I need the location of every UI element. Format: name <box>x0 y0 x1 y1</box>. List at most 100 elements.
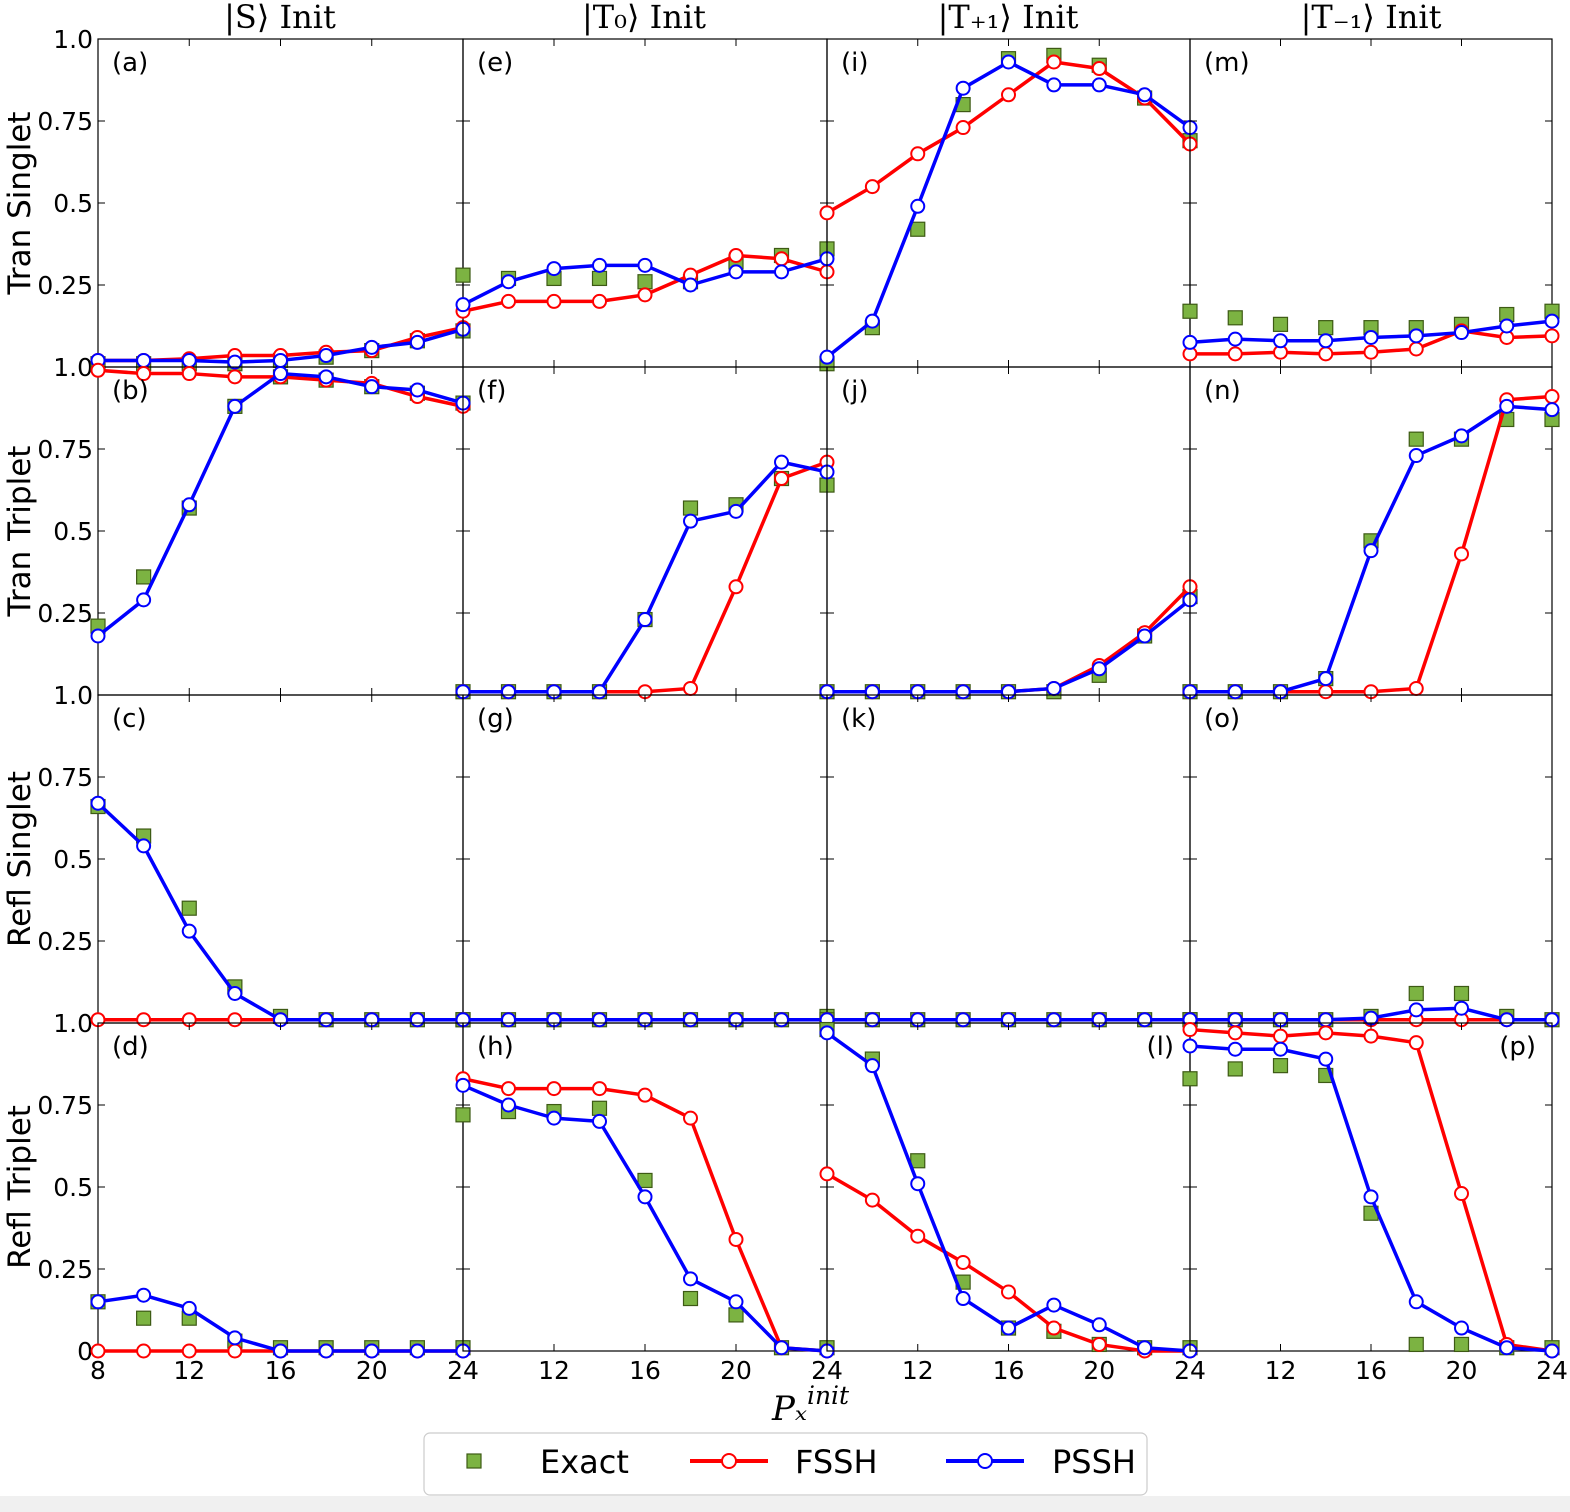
pssh-point <box>1091 77 1107 93</box>
panel-p: 12 16 20 24 (p) <box>1182 1022 1568 1385</box>
panel-label: (a) <box>112 48 148 78</box>
panel-j: (j) <box>819 366 1198 700</box>
exact-point <box>181 900 197 916</box>
x-tick-label: 20 <box>356 1356 388 1385</box>
pssh-point <box>181 1300 197 1316</box>
panel-f: (f) <box>455 366 835 700</box>
plot-area <box>1182 389 1560 700</box>
pssh-point <box>1227 1012 1243 1028</box>
plot-area <box>1182 1022 1560 1359</box>
pssh-point <box>728 1294 744 1310</box>
fssh-point <box>1001 1284 1016 1300</box>
panel-label: (c) <box>112 704 147 734</box>
pssh-point <box>955 1012 971 1028</box>
fssh-point <box>955 1254 971 1270</box>
fssh-point <box>1046 54 1062 70</box>
x-tick-label: 24 <box>1174 1356 1206 1385</box>
pssh-point <box>1318 671 1334 687</box>
x-tick-label: 16 <box>1355 1356 1387 1385</box>
fssh-point <box>864 179 880 195</box>
legend-fssh-label: FSSH <box>795 1443 878 1481</box>
pssh-point <box>1544 313 1560 329</box>
pssh-point <box>409 1343 425 1359</box>
panel-h: 12 16 20 24 (h) <box>455 1022 843 1385</box>
pssh-line <box>462 1083 828 1353</box>
exact-point <box>455 1107 471 1123</box>
pssh-point <box>136 838 152 854</box>
plot-area <box>819 579 1198 700</box>
plot-area <box>819 1021 1198 1359</box>
exact-point <box>1408 985 1424 1002</box>
plot-area <box>90 1287 471 1359</box>
pssh-point <box>1499 1012 1515 1028</box>
plot-area <box>90 362 471 644</box>
pssh-point <box>1363 543 1379 559</box>
pssh-point <box>1001 54 1016 70</box>
fssh-point <box>227 1343 243 1359</box>
y-tick-label: 0.5 <box>53 845 93 874</box>
panel-frame <box>826 694 1191 1024</box>
fssh-point <box>1454 546 1469 562</box>
pssh-point <box>227 985 243 1001</box>
pssh-point <box>136 592 152 608</box>
pssh-point <box>318 1012 334 1028</box>
row-label-tran-triplet: Tran Triplet <box>2 446 38 618</box>
x-tick-label: 12 <box>173 1356 205 1385</box>
y-tick-label: 0.75 <box>37 763 93 792</box>
x-axis-label-base: Pₓ <box>771 1389 807 1429</box>
fssh-point <box>546 1081 562 1097</box>
col-title-tminus1-init: |T₋₁⟩ Init <box>1301 0 1442 36</box>
legend-exact-label: Exact <box>540 1443 629 1481</box>
pssh-point <box>637 257 653 273</box>
pssh-point <box>774 1012 789 1028</box>
pssh-point <box>1499 398 1515 414</box>
x-tick-label: 24 <box>1536 1356 1568 1385</box>
fssh-point <box>1363 344 1379 360</box>
y-tick-label: 0.5 <box>53 189 93 218</box>
y-tick-label: 1.0 <box>53 681 93 710</box>
pssh-line <box>827 598 1192 694</box>
x-tick-label: 20 <box>1083 1356 1115 1385</box>
fssh-point <box>637 1087 653 1103</box>
panel-e: (e) <box>455 38 835 368</box>
exact-point <box>1272 316 1289 332</box>
fssh-point <box>1227 346 1243 362</box>
panel-o: (o) <box>1182 694 1560 1028</box>
legend-box <box>423 1432 1148 1496</box>
pssh-point <box>1499 1340 1515 1356</box>
pssh-point <box>1408 328 1424 344</box>
pssh-point <box>910 198 926 214</box>
x-tick-label: 12 <box>538 1356 570 1385</box>
panel-label: (i) <box>841 48 869 78</box>
exact-point <box>136 1310 152 1326</box>
pssh-point <box>227 1330 243 1346</box>
panel-label: (l) <box>1146 1032 1174 1062</box>
pssh-point <box>1182 334 1198 350</box>
pssh-point <box>136 352 152 368</box>
plot-area <box>455 241 835 319</box>
pssh-point <box>364 1343 380 1359</box>
pssh-point <box>1408 448 1424 464</box>
panel-label: (f) <box>477 376 506 406</box>
fssh-point <box>1001 87 1016 103</box>
pssh-line <box>96 371 464 638</box>
fssh-point <box>955 120 971 136</box>
pssh-point <box>1544 1343 1560 1359</box>
panel-k: (k) <box>819 694 1198 1028</box>
exact-point <box>591 1100 608 1116</box>
pssh-point <box>1454 1000 1469 1016</box>
fssh-point <box>501 1081 516 1097</box>
pssh-point <box>774 1340 789 1356</box>
plot-area <box>90 320 471 372</box>
exact-point <box>1318 320 1334 336</box>
pssh-point <box>683 513 698 529</box>
pssh-point <box>1454 325 1469 341</box>
panel-label: (n) <box>1204 376 1241 406</box>
fssh-point <box>637 287 653 303</box>
panel-frame <box>97 38 464 368</box>
fssh-point <box>227 1012 243 1028</box>
pssh-point <box>318 369 334 385</box>
pssh-point <box>318 1343 334 1359</box>
panel-frame <box>462 38 828 368</box>
